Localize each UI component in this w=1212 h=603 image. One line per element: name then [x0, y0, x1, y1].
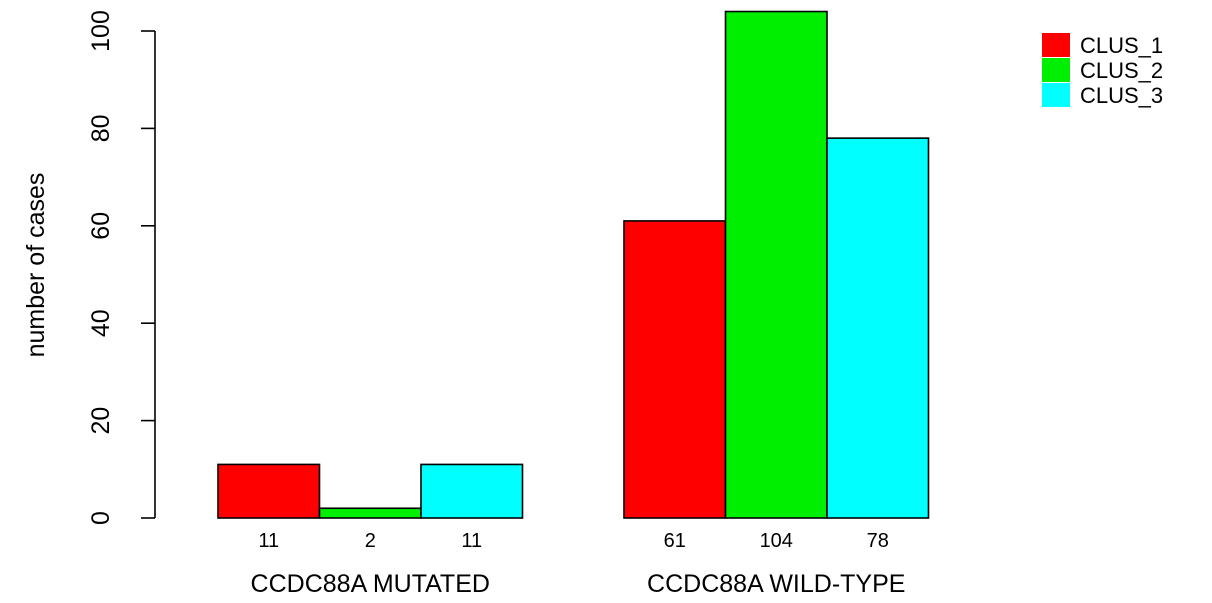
- legend-swatch: [1042, 83, 1070, 107]
- legend-label: CLUS_3: [1080, 83, 1163, 108]
- bar-value-label: 78: [867, 530, 889, 552]
- bar-clus-3: [826, 137, 930, 519]
- legend-swatch: [1042, 58, 1070, 82]
- bar-value-label: 11: [258, 530, 279, 552]
- y-tick-label: 60: [87, 212, 115, 240]
- category-label: CCDC88A MUTATED: [251, 570, 490, 598]
- y-tick-label: 100: [87, 10, 115, 52]
- y-tick-label: 20: [87, 407, 115, 435]
- legend-label: CLUS_1: [1080, 33, 1163, 58]
- bar-value-label: 104: [760, 530, 793, 552]
- bar-clus-3: [420, 463, 524, 519]
- y-axis-label: number of cases: [22, 173, 50, 358]
- bar-value-label: 61: [664, 530, 686, 552]
- category-label: CCDC88A WILD-TYPE: [647, 570, 905, 598]
- bar-clus-1: [623, 220, 727, 519]
- legend-swatch: [1042, 33, 1070, 57]
- category-labels: CCDC88A MUTATED CCDC88A WILD-TYPE: [251, 570, 906, 598]
- bar-value-label: 11: [461, 530, 482, 552]
- y-tick-label: 80: [87, 114, 115, 142]
- y-tick-label: 40: [87, 309, 115, 337]
- bar-value-label: 2: [365, 530, 376, 552]
- y-axis: 0 20 40 60 80 100: [87, 10, 156, 525]
- legend-label: CLUS_2: [1080, 58, 1163, 83]
- bar-clus-2: [724, 10, 828, 519]
- value-labels: 11 2 11 61 104 78: [258, 530, 889, 552]
- bar-clus-1: [217, 463, 321, 519]
- y-tick-label: 0: [87, 511, 115, 525]
- bars: [217, 10, 930, 519]
- bar-clus-2: [318, 507, 422, 519]
